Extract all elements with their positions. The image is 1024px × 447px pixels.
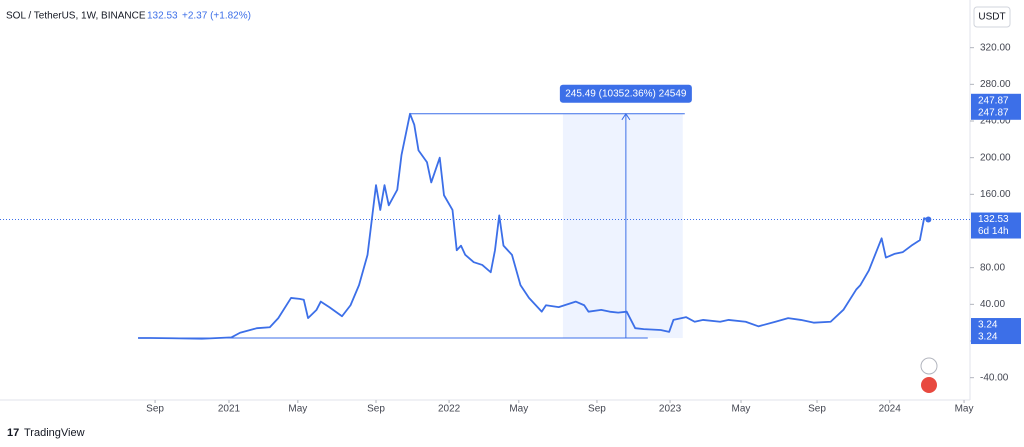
- y-tick-label: 240.00: [980, 116, 1011, 127]
- x-tick-label: May: [955, 404, 974, 415]
- x-tick-label: 2021: [218, 404, 241, 415]
- change: +2.37 (+1.82%): [182, 11, 251, 22]
- y-tick-label: 320.00: [980, 42, 1011, 53]
- x-tick-label: May: [288, 404, 307, 415]
- y-tick-label: -40.00: [980, 372, 1009, 383]
- measure-arrowhead: [621, 112, 631, 121]
- x-tick-label: May: [732, 404, 751, 415]
- x-tick-label: Sep: [588, 404, 606, 415]
- price-label-sub: 6d 14h: [978, 226, 1009, 237]
- x-tick-label: May: [509, 404, 528, 415]
- price-label-box: [971, 318, 1021, 345]
- price-label: 3.24: [978, 320, 998, 331]
- x-tick-label: Sep: [367, 404, 385, 415]
- measure-label: 245.49 (10352.36%) 24549: [565, 88, 687, 99]
- x-tick-label: 2024: [879, 404, 902, 415]
- measure-label-box: [559, 84, 692, 103]
- y-tick-label: 40.00: [980, 299, 1005, 310]
- x-tick-label: Sep: [808, 404, 826, 415]
- y-tick-label: 80.00: [980, 262, 1005, 273]
- price-label: 3.24: [978, 332, 998, 343]
- flag-icon[interactable]: [921, 377, 937, 393]
- x-tick-label: Sep: [146, 404, 164, 415]
- x-tick-label: 2023: [659, 404, 682, 415]
- measure-range: [562, 113, 683, 339]
- price-label: 247.87: [978, 95, 1009, 106]
- price: 132.53: [147, 11, 178, 22]
- price-label-box: [971, 212, 1021, 239]
- brand: TradingView: [24, 427, 85, 439]
- symbol: SOL / TetherUS, 1W, BINANCE: [6, 11, 146, 22]
- currency[interactable]: USDT: [978, 12, 1005, 23]
- price-label-box: [971, 93, 1021, 120]
- price-line: [138, 112, 929, 340]
- logo-mark: 17: [7, 427, 19, 439]
- y-tick-label: 160.00: [980, 189, 1011, 200]
- price-label: 247.87: [978, 107, 1009, 118]
- currency-button[interactable]: [973, 6, 1011, 28]
- y-tick-label: 280.00: [980, 79, 1011, 90]
- y-tick-label: 200.00: [980, 152, 1011, 163]
- price-label: 132.53: [978, 214, 1009, 225]
- last-point: [925, 216, 932, 223]
- x-tick-label: 2022: [438, 404, 461, 415]
- icon[interactable]: [920, 357, 938, 375]
